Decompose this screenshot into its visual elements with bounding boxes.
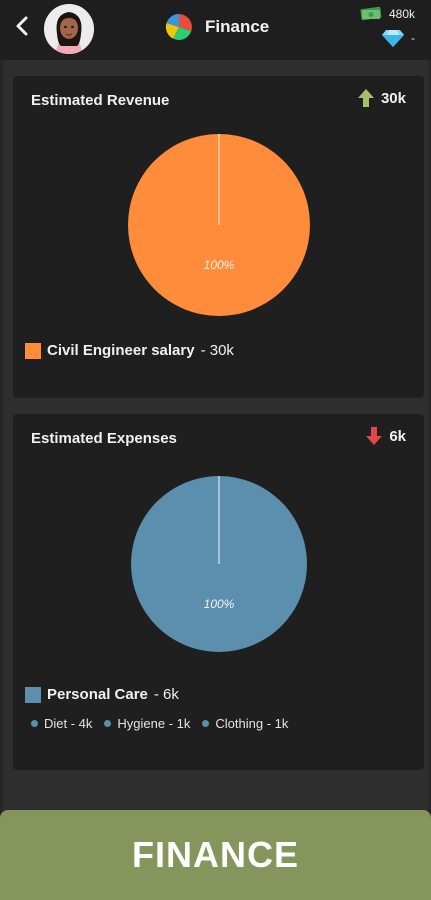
expense-sub-item: Diet - 4k (31, 716, 92, 731)
revenue-pie-chart (128, 134, 310, 316)
expenses-card: Estimated Expenses 6k 100% Personal Care… (13, 414, 424, 770)
bullet-dot (202, 720, 210, 727)
footer-label: FINANCE (132, 834, 299, 875)
bullet-dot (104, 720, 112, 727)
top-bar: Finance 480k - (0, 0, 431, 54)
expenses-total-value: 6k (389, 427, 406, 445)
gems-value: - (411, 31, 415, 45)
pie-chart-icon (165, 13, 192, 40)
expense-sub-item-label: Clothing - 1k (215, 716, 289, 731)
expenses-slice-percent: 100% (203, 597, 235, 611)
revenue-slice-percent: 100% (203, 258, 235, 272)
expenses-legend-swatch (25, 686, 41, 703)
revenue-legend-value: - 30k (200, 342, 234, 359)
money-value: 480k (388, 7, 415, 21)
expense-sub-item: Clothing - 1k (202, 716, 288, 731)
bullet-dot (31, 720, 38, 727)
revenue-card: Estimated Revenue 30k 100% Civil Enginee… (13, 76, 424, 398)
content-area: Estimated Revenue 30k 100% Civil Enginee… (0, 60, 431, 820)
revenue-legend-swatch (25, 342, 41, 359)
arrow-up-icon (357, 89, 374, 107)
expenses-legend-label: Personal Care (47, 686, 148, 703)
cash-icon (360, 6, 382, 21)
revenue-total: 30k (357, 88, 406, 108)
revenue-title: Estimated Revenue (31, 92, 170, 109)
revenue-legend-label: Civil Engineer salary (47, 342, 195, 359)
expenses-legend-value: - 6k (153, 686, 179, 703)
arrow-down-icon (366, 427, 383, 445)
expense-sub-item-label: Hygiene - 1k (117, 716, 191, 731)
finance-tab-button[interactable]: FINANCE (0, 810, 431, 900)
gems-balance: - (381, 28, 415, 48)
expenses-sub-items: Diet - 4k Hygiene - 1k Clothing - 1k (31, 716, 300, 731)
revenue-total-value: 30k (380, 89, 406, 107)
expense-sub-item: Hygiene - 1k (104, 716, 190, 731)
expenses-pie-chart (131, 476, 307, 652)
expense-sub-item-label: Diet - 4k (44, 716, 93, 731)
diamond-icon (382, 30, 404, 47)
expenses-legend: Personal Care - 6k (25, 686, 179, 703)
expenses-title: Estimated Expenses (31, 430, 177, 447)
screen-title: Finance (165, 12, 269, 42)
page-title: Finance (205, 17, 270, 36)
revenue-legend: Civil Engineer salary - 30k (25, 342, 234, 359)
money-balance: 480k (359, 6, 415, 22)
expenses-total: 6k (365, 426, 406, 446)
avatar[interactable] (44, 4, 94, 54)
back-chevron-left-icon[interactable] (12, 12, 32, 40)
